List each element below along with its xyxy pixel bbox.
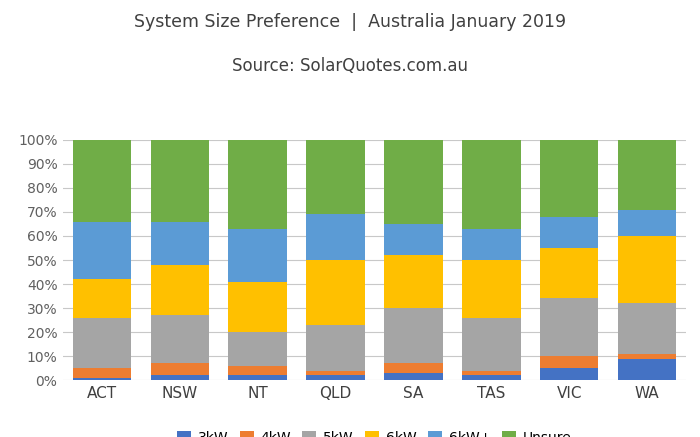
Bar <box>618 236 676 303</box>
Bar <box>540 356 598 368</box>
Bar <box>384 364 442 373</box>
Bar <box>462 260 521 318</box>
Bar <box>228 332 287 366</box>
Text: Source: SolarQuotes.com.au: Source: SolarQuotes.com.au <box>232 57 468 75</box>
Bar <box>540 248 598 298</box>
Bar <box>384 140 442 224</box>
Bar <box>228 229 287 281</box>
Bar <box>462 375 521 380</box>
Bar <box>73 222 131 279</box>
Bar <box>462 371 521 375</box>
Bar <box>307 371 365 375</box>
Bar <box>618 303 676 354</box>
Bar <box>228 366 287 375</box>
Bar <box>384 308 442 364</box>
Bar <box>150 265 209 316</box>
Bar <box>73 378 131 380</box>
Bar <box>462 229 521 260</box>
Bar <box>540 298 598 356</box>
Bar <box>462 140 521 229</box>
Bar <box>462 318 521 371</box>
Bar <box>307 214 365 260</box>
Bar <box>618 140 676 209</box>
Bar <box>384 373 442 380</box>
Bar <box>618 358 676 380</box>
Bar <box>228 140 287 229</box>
Bar <box>307 325 365 371</box>
Bar <box>150 364 209 375</box>
Bar <box>618 354 676 358</box>
Bar <box>73 140 131 222</box>
Bar <box>150 222 209 265</box>
Bar <box>384 255 442 308</box>
Bar <box>307 140 365 215</box>
Bar <box>540 217 598 248</box>
Bar <box>307 375 365 380</box>
Bar <box>540 140 598 217</box>
Bar <box>228 375 287 380</box>
Bar <box>228 282 287 332</box>
Bar <box>73 318 131 368</box>
Bar <box>73 368 131 378</box>
Bar <box>73 279 131 318</box>
Bar <box>618 209 676 236</box>
Text: System Size Preference  |  Australia January 2019: System Size Preference | Australia Janua… <box>134 13 566 31</box>
Bar <box>150 375 209 380</box>
Bar <box>307 260 365 325</box>
Legend: 3kW, 4kW, 5kW, 6kW, 6kW+, Unsure: 3kW, 4kW, 5kW, 6kW, 6kW+, Unsure <box>172 426 578 437</box>
Bar <box>150 316 209 364</box>
Bar <box>150 140 209 222</box>
Bar <box>540 368 598 380</box>
Bar <box>384 224 442 255</box>
